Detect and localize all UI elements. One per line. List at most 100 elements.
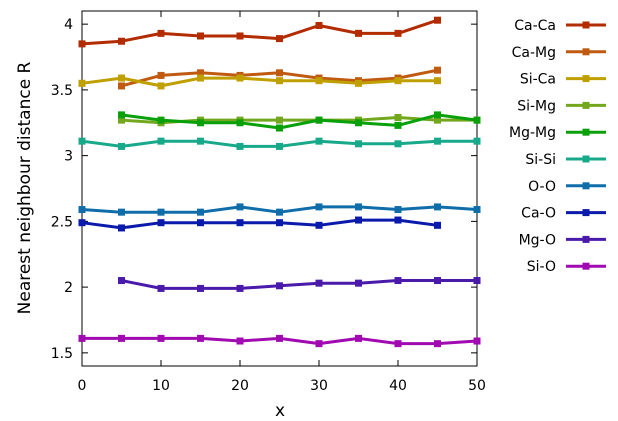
data-point	[197, 74, 204, 82]
x-axis-label: x	[275, 401, 285, 421]
legend-label: Mg-O	[519, 232, 556, 248]
y-tick-label: 2.5	[51, 214, 73, 230]
data-point	[315, 340, 323, 348]
legend-item: Ca-Ca	[514, 18, 606, 34]
y-axis-label: Nearest neighbour distance R	[15, 61, 35, 314]
data-point	[236, 337, 244, 345]
legend-marker	[582, 235, 590, 243]
data-point	[236, 119, 244, 127]
data-point	[434, 116, 441, 124]
data-point	[78, 79, 86, 87]
data-point	[355, 119, 362, 127]
data-point	[118, 116, 125, 124]
data-point	[355, 216, 362, 224]
legend-label: Mg-Mg	[509, 125, 556, 141]
series-line	[121, 279, 477, 290]
x-tick-label: 20	[231, 378, 249, 394]
data-point	[355, 279, 362, 287]
data-point	[276, 124, 283, 132]
data-point	[157, 334, 165, 342]
data-point	[315, 221, 323, 229]
legend-item: Ca-O	[521, 206, 606, 222]
data-point	[315, 279, 323, 287]
legend-item: Si-Ca	[520, 72, 606, 88]
series-o-o	[78, 203, 481, 216]
data-point	[276, 208, 283, 216]
data-point	[394, 216, 402, 224]
data-point	[315, 21, 323, 29]
data-point	[394, 114, 402, 121]
data-point	[394, 206, 402, 214]
legend-marker	[582, 128, 590, 136]
data-point	[276, 116, 283, 124]
series-mg-mg	[118, 111, 481, 132]
data-point	[473, 277, 481, 285]
plot-frame	[81, 10, 478, 367]
data-point	[434, 340, 441, 348]
legend-label: Si-Ca	[520, 72, 556, 88]
data-point	[434, 277, 441, 285]
legend-label: Ca-Ca	[514, 18, 556, 34]
axis-ticks: 0 10 20 30 40 50 1.5 2 2.5 3 3.5 4	[51, 11, 486, 394]
legend-marker	[582, 101, 590, 109]
data-point	[78, 219, 86, 227]
legend-label: Si-Mg	[517, 98, 556, 114]
data-point	[473, 206, 481, 214]
data-point	[315, 116, 323, 124]
data-point	[78, 206, 86, 214]
legend-marker	[582, 75, 590, 83]
series-ca-o	[78, 216, 441, 232]
x-tick-label: 40	[389, 378, 407, 394]
data-point	[157, 219, 165, 227]
data-point	[236, 219, 244, 227]
data-point	[197, 334, 204, 342]
data-point	[118, 208, 125, 216]
legend-label: O-O	[528, 179, 556, 195]
data-point	[197, 208, 204, 216]
data-point	[197, 32, 204, 40]
legend-item: Si-O	[527, 259, 606, 275]
data-point	[434, 221, 441, 229]
data-point	[394, 277, 402, 285]
y-tick-label: 2	[64, 280, 73, 296]
data-point	[434, 111, 441, 119]
legend-item: O-O	[528, 179, 606, 195]
legend-item: Si-Si	[525, 152, 606, 168]
data-point	[434, 137, 441, 145]
legend-label: Ca-O	[521, 206, 556, 222]
data-point	[157, 208, 165, 216]
data-point	[276, 219, 283, 227]
data-point	[236, 142, 244, 150]
data-point	[157, 284, 165, 292]
legend-marker	[582, 21, 590, 29]
data-point	[473, 137, 481, 145]
y-tick-label: 3.5	[51, 83, 73, 99]
y-tick-label: 3	[64, 149, 73, 165]
legend: Ca-Ca Ca-Mg Si-Ca Si-Mg Mg-Mg Si-Si O-O Ca-O Mg-…	[509, 18, 606, 275]
data-point	[434, 203, 441, 211]
data-point	[434, 77, 441, 85]
data-point	[157, 116, 165, 124]
data-point	[434, 16, 441, 24]
legend-marker	[582, 155, 590, 163]
data-point	[78, 40, 86, 48]
data-point	[394, 140, 402, 148]
series-ca-ca	[78, 16, 441, 48]
data-point	[118, 37, 125, 45]
data-point	[236, 74, 244, 82]
data-point	[118, 277, 125, 285]
x-tick-label: 10	[152, 378, 170, 394]
data-point	[473, 116, 481, 124]
series-si-o	[78, 334, 481, 348]
legend-marker	[582, 48, 590, 56]
data-point	[355, 29, 362, 37]
data-point	[197, 119, 204, 127]
data-point	[236, 32, 244, 40]
data-point	[157, 137, 165, 145]
series-layer	[78, 16, 481, 348]
data-point	[118, 224, 125, 232]
data-point	[315, 203, 323, 211]
data-point	[276, 282, 283, 290]
legend-marker	[582, 209, 590, 217]
